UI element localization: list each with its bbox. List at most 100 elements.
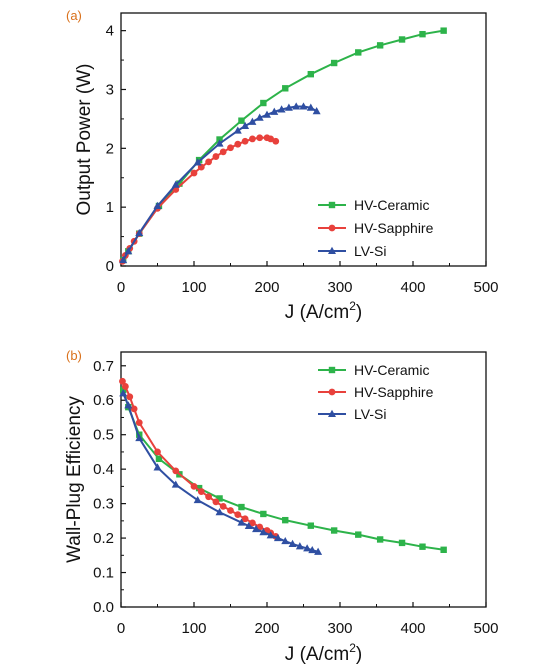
data-point [299,102,308,110]
legend-label: HV-Sapphire [354,384,434,400]
x-axis-title-close: ) [356,644,362,665]
data-point [135,228,144,237]
data-point [256,134,264,142]
data-point [233,126,242,134]
series-hv-sapphire [119,377,280,540]
data-point [212,153,220,160]
y-tick-label: 0.4 [93,461,114,478]
x-tick-label: 300 [327,279,352,296]
data-point [314,547,323,555]
x-axis-title-close: ) [356,302,362,323]
data-point [273,533,282,542]
data-point [215,139,224,147]
series-lv-si [119,389,323,555]
data-point [135,419,143,427]
legend-label: HV-Sapphire [354,220,434,236]
y-tick-label: 0.6 [93,392,114,409]
series-lv-si [119,102,321,264]
data-point [376,42,384,49]
data-point [219,148,227,156]
data-point [238,117,245,124]
y-tick-label: 1 [106,199,114,216]
legend-marker [328,366,336,374]
data-point [419,543,426,550]
panel-label: (a) [66,8,82,23]
data-point [284,103,293,111]
x-tick-label: 0 [117,279,125,296]
data-point [252,524,261,533]
data-point [195,484,203,492]
legend-marker [328,224,336,232]
data-point [171,180,180,188]
y-axis-title: Output Power (W) [74,63,95,215]
data-point [355,531,362,538]
legend-marker [328,246,336,254]
legend-entry: HV-Ceramic [318,362,429,378]
data-point [248,117,257,125]
data-point [238,503,245,511]
data-point [255,113,264,121]
legend-entry: LV-Si [318,406,386,422]
data-point [259,528,268,536]
data-point [267,135,275,143]
series-line [122,105,318,261]
legend-label: HV-Ceramic [354,197,429,213]
data-point [306,103,315,111]
x-axis-title-sup: 2 [349,299,356,313]
data-point [260,510,267,518]
data-point [153,201,162,209]
data-point [215,508,224,516]
legend-entry: HV-Sapphire [318,384,434,400]
data-point [193,158,202,166]
data-point [119,389,128,397]
data-point [216,495,223,502]
y-tick-label: 0.1 [93,565,114,582]
x-tick-label: 0 [117,620,125,637]
x-tick-label: 100 [181,279,206,296]
data-point [130,405,138,413]
data-point [249,135,256,143]
data-point [312,107,321,115]
data-point [330,59,338,67]
x-axis-title: J (A/cm2) [285,299,362,323]
legend-entry: HV-Sapphire [318,220,434,236]
x-tick-label: 400 [400,279,425,296]
data-point [197,163,205,171]
data-point [270,107,279,115]
data-point [376,536,384,543]
data-point [288,539,297,547]
y-tick-label: 0.7 [93,358,114,375]
data-point [277,105,286,113]
series-line [121,136,277,262]
x-tick-label: 500 [473,279,498,296]
data-point [124,247,133,255]
data-point [190,169,198,177]
data-point [119,255,128,264]
data-point [205,158,213,166]
data-point [190,482,198,490]
chart-panel-b: (b) 0 100 200 300 400 500 0.0 0.1 0.2 0.3 0.4 0.5 0.6… [64,348,499,665]
data-point [234,511,242,519]
data-point [355,49,362,56]
x-tick-label: 500 [473,620,498,637]
x-tick-label: 300 [327,620,352,637]
series-line [122,389,444,551]
data-point [440,27,447,34]
data-point [272,137,280,145]
data-point [307,522,314,529]
data-point [308,545,317,554]
data-point [171,480,180,488]
y-tick-label: 0.2 [93,530,114,547]
data-point [330,527,338,534]
data-point [241,515,249,523]
data-point [419,30,426,38]
data-point [212,498,220,506]
data-point [205,493,213,501]
data-point [292,102,301,110]
x-axis-title: J (A/cm2) [285,641,362,665]
data-point [227,144,234,152]
data-point [260,99,267,107]
x-axis-title-sup: 2 [349,641,356,655]
y-axis-title: Wall-Plug Efficiency [64,396,85,563]
